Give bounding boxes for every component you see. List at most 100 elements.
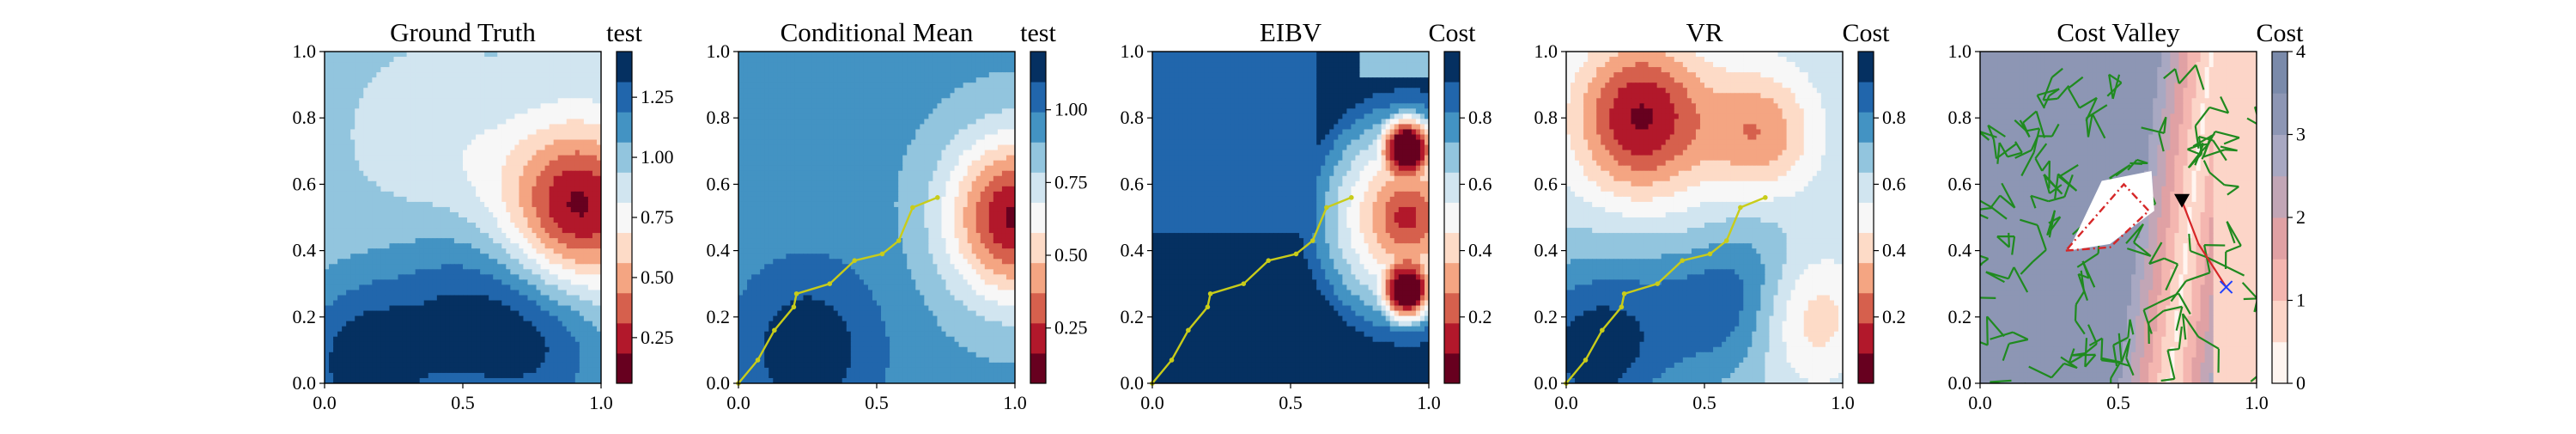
heatmap-cell — [751, 98, 756, 104]
heatmap-cell — [459, 181, 464, 187]
heatmap-cell — [454, 197, 459, 203]
heatmap-cell — [376, 72, 381, 78]
heatmap-cell — [407, 274, 412, 280]
heatmap-cell — [541, 57, 546, 63]
heatmap-cell — [376, 77, 381, 83]
heatmap-cell — [558, 342, 563, 348]
heatmap-cell — [368, 358, 373, 364]
heatmap-cell — [337, 124, 343, 130]
heatmap-cell — [441, 197, 447, 203]
heatmap-cell — [454, 279, 459, 285]
heatmap-cell — [385, 103, 390, 109]
heatmap-cell — [941, 67, 946, 73]
heatmap-cell — [527, 62, 532, 68]
heatmap-cell — [459, 243, 464, 249]
heatmap-cell — [437, 135, 442, 141]
heatmap-cell — [545, 363, 550, 369]
heatmap-cell — [433, 337, 438, 343]
heatmap-cell — [941, 113, 946, 119]
heatmap-cell — [541, 279, 546, 285]
heatmap-cell — [519, 284, 524, 290]
heatmap-cell — [527, 306, 532, 312]
heatmap-cell — [437, 171, 442, 177]
heatmap-cell — [527, 337, 532, 343]
heatmap-cell — [463, 181, 468, 187]
heatmap-cell — [838, 88, 843, 94]
heatmap-cell — [567, 368, 572, 374]
heatmap-cell — [476, 129, 481, 135]
heatmap-cell — [907, 72, 912, 78]
heatmap-cell — [368, 321, 373, 327]
heatmap-cell — [416, 238, 421, 244]
heatmap-cell — [337, 176, 343, 182]
heatmap-cell — [459, 228, 464, 234]
heatmap-cell — [580, 83, 585, 89]
heatmap-cell — [333, 186, 338, 193]
heatmap-cell — [933, 67, 938, 73]
heatmap-cell — [501, 52, 507, 58]
heatmap-cell — [459, 352, 464, 358]
heatmap-cell — [346, 186, 351, 193]
heatmap-cell — [584, 228, 589, 234]
heatmap-cell — [471, 108, 477, 114]
heatmap-cell — [407, 186, 412, 193]
heatmap-cell — [355, 171, 360, 177]
heatmap-cell — [537, 119, 542, 125]
heatmap-cell — [359, 88, 364, 94]
heatmap-cell — [493, 295, 498, 301]
heatmap-cell — [571, 368, 576, 374]
heatmap-cell — [571, 161, 576, 167]
heatmap-cell — [459, 269, 464, 275]
heatmap-cell — [545, 88, 550, 94]
heatmap-cell — [363, 368, 368, 374]
heatmap-cell — [514, 306, 519, 312]
heatmap-cell — [329, 98, 334, 104]
heatmap-cell — [454, 363, 459, 369]
heatmap-cell — [325, 98, 330, 104]
heatmap-cell — [394, 284, 399, 290]
heatmap-cell — [450, 103, 455, 109]
heatmap-cell — [368, 197, 373, 203]
heatmap-cell — [437, 327, 442, 333]
heatmap-cell — [416, 368, 421, 374]
heatmap-cell — [790, 83, 795, 89]
heatmap-cell — [747, 119, 752, 125]
heatmap-cell — [403, 181, 408, 187]
heatmap-cell — [407, 124, 412, 130]
heatmap-cell — [584, 290, 589, 296]
heatmap-cell — [963, 113, 969, 119]
heatmap-cell — [407, 368, 412, 374]
heatmap-cell — [359, 217, 364, 223]
heatmap-cell — [881, 98, 886, 104]
heatmap-cell — [959, 93, 964, 99]
heatmap-cell — [558, 197, 563, 203]
heatmap-cell — [510, 264, 515, 270]
heatmap-cell — [920, 98, 925, 104]
heatmap-cell — [325, 279, 330, 285]
heatmap-cell — [584, 269, 589, 275]
heatmap-cell — [480, 212, 485, 218]
heatmap-cell — [554, 150, 559, 156]
heatmap-cell — [894, 88, 899, 94]
heatmap-cell — [476, 248, 481, 254]
heatmap-cell — [527, 181, 532, 187]
heatmap-cell — [459, 306, 464, 312]
heatmap-cell — [450, 332, 455, 338]
heatmap-cell — [407, 342, 412, 348]
heatmap-cell — [868, 103, 873, 109]
heatmap-cell — [489, 316, 494, 322]
heatmap-cell — [385, 337, 390, 343]
heatmap-cell — [389, 108, 394, 114]
heatmap-cell — [471, 358, 477, 364]
heatmap-cell — [1006, 57, 1012, 63]
heatmap-cell — [760, 72, 765, 78]
heatmap-cell — [467, 202, 472, 208]
heatmap-cell — [467, 77, 472, 83]
heatmap-cell — [545, 259, 550, 265]
heatmap-cell — [350, 337, 355, 343]
heatmap-cell — [480, 98, 485, 104]
heatmap-cell — [459, 207, 464, 213]
heatmap-cell — [756, 52, 761, 58]
heatmap-cell — [794, 119, 799, 125]
heatmap-cell — [567, 145, 572, 151]
